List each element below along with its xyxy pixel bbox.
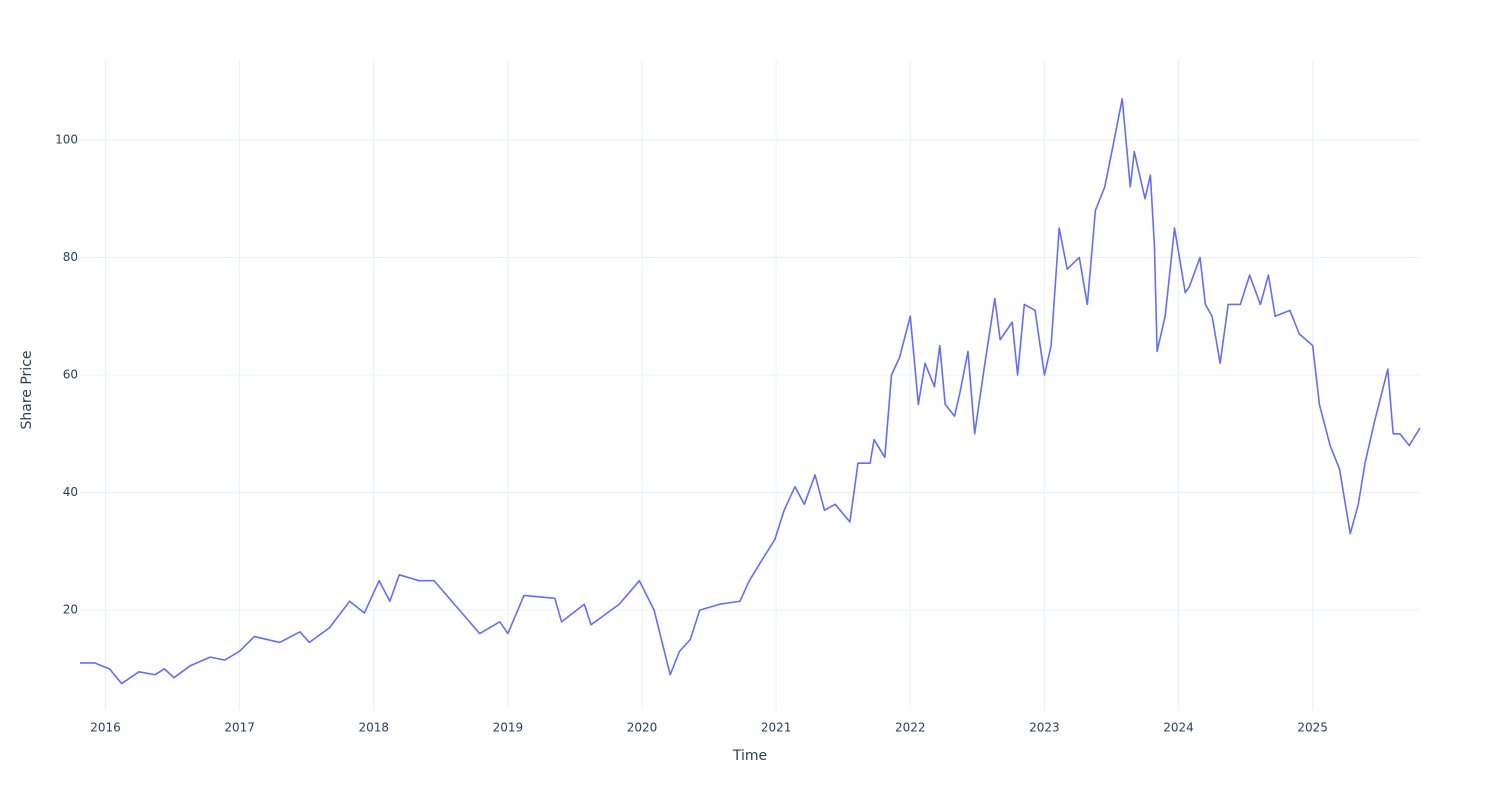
y-axis-title: Share Price <box>19 350 35 429</box>
y-tick-label: 40 <box>63 485 78 499</box>
x-tick-label: 2024 <box>1163 721 1194 735</box>
x-tick-label: 2018 <box>358 721 389 735</box>
x-tick-label: 2023 <box>1029 721 1060 735</box>
x-tick-label: 2021 <box>761 721 792 735</box>
y-tick-label: 100 <box>55 132 78 146</box>
x-tick-label: 2025 <box>1297 721 1328 735</box>
x-tick-label: 2020 <box>627 721 658 735</box>
x-tick-label: 2017 <box>224 721 255 735</box>
price-line <box>80 97 1421 685</box>
x-tick-label: 2019 <box>493 721 524 735</box>
x-tick-label: 2022 <box>895 721 926 735</box>
y-tick-label: 60 <box>63 368 78 382</box>
x-axis-title: Time <box>732 748 767 764</box>
y-tick-label: 80 <box>63 250 78 264</box>
x-tick-label: 2016 <box>90 721 121 735</box>
y-tick-label: 20 <box>63 603 78 617</box>
